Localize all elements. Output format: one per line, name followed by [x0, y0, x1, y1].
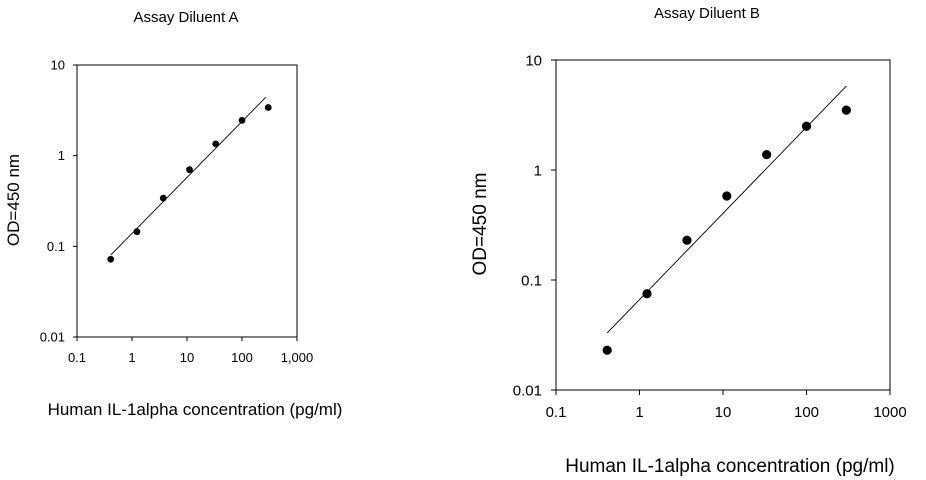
chart-b-plot-frame [555, 59, 891, 391]
chart-b-x-tick-label: 100 [794, 404, 819, 421]
chart-b-x-axis-label: Human IL-1alpha concentration (pg/ml) [565, 456, 895, 477]
chart-a-data-point [186, 166, 193, 174]
chart-b-x-tick-label: 0.1 [546, 404, 567, 421]
chart-b-data-point [722, 191, 732, 201]
chart-a-data-point [159, 194, 167, 202]
chart-a-data-point [212, 140, 220, 148]
chart-b-y-tick-label: 10 [525, 52, 542, 69]
chart-b-data-point [682, 235, 692, 245]
chart-b-y-tick-label: 0.1 [521, 272, 542, 289]
chart-a-x-tick-label: 1 [128, 350, 135, 365]
chart-a-data-point [133, 228, 141, 236]
chart-a-y-tick-label: 0.1 [47, 239, 65, 254]
chart-b-title: Assay Diluent B [654, 5, 760, 22]
chart-b-data-point [841, 105, 851, 115]
chart-a-plot-frame [76, 64, 298, 338]
chart-a-y-axis-label: OD=450 nm [4, 154, 23, 246]
chart-b-x-tick-label: 10 [715, 404, 732, 421]
chart-a-title: Assay Diluent A [133, 9, 238, 26]
chart-a-x-tick-label: 10 [180, 350, 194, 365]
chart-b-data-point [602, 345, 612, 355]
chart-a-data-point [107, 255, 115, 263]
chart-b-data-point [642, 289, 652, 299]
chart-a-x-tick-label: 0.1 [68, 350, 86, 365]
chart-a-y-tick-label: 1 [58, 148, 65, 163]
chart-a-x-tick-label: 100 [231, 350, 253, 365]
chart-b-y-axis-label: OD=450 nm [470, 173, 491, 276]
chart-b-data-point [801, 121, 812, 131]
chart-a-y-tick-label: 0.01 [40, 330, 65, 345]
chart-b-x-tick-label: 1 [635, 404, 643, 421]
chart-b-data-point [762, 150, 772, 160]
chart-a-x-tick-label: 1,000 [281, 350, 314, 365]
chart-a-x-axis-label: Human IL-1alpha concentration (pg/ml) [48, 400, 343, 419]
chart-a-data-point [264, 104, 272, 111]
chart-a-data-point [238, 116, 246, 124]
chart-a-y-tick-label: 10 [51, 58, 65, 73]
chart-b-y-tick-label: 1 [534, 162, 542, 179]
chart-b-y-tick-label: 0.01 [513, 382, 542, 399]
chart-b-x-tick-label: 1000 [873, 404, 906, 421]
